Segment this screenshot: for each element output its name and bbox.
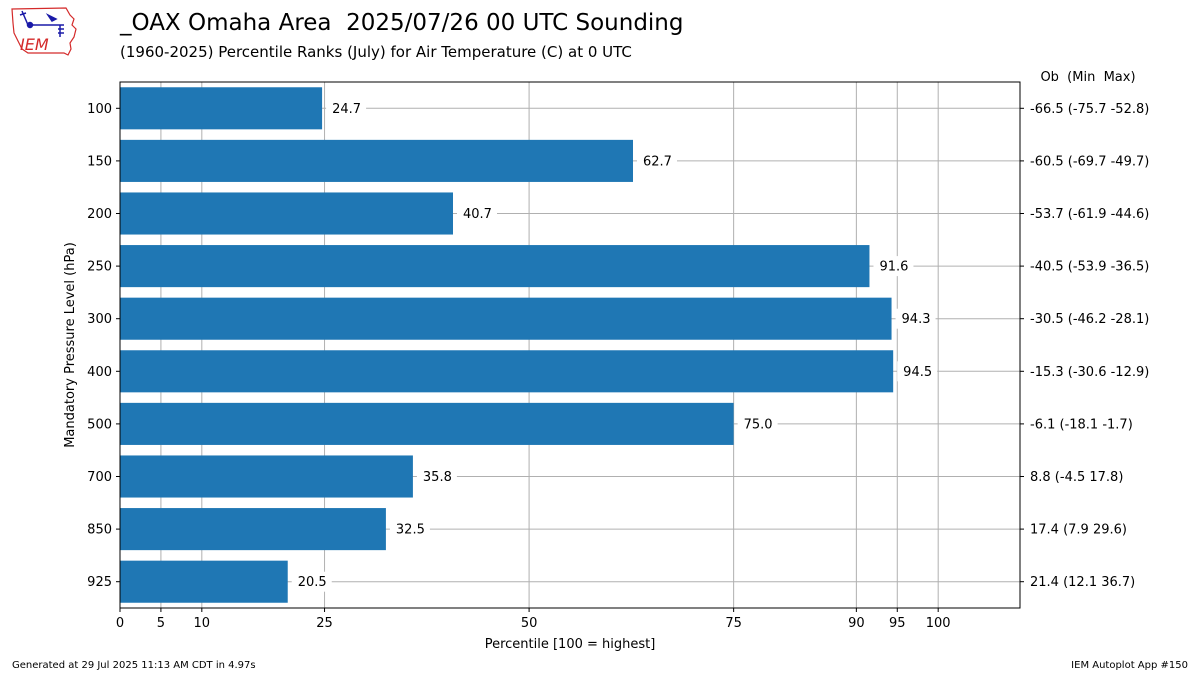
generated-timestamp: Generated at 29 Jul 2025 11:13 AM CDT in… [12, 660, 256, 671]
logo-text: IEM [20, 35, 49, 54]
y-tick-label-200: 200 [87, 207, 112, 222]
x-tick-label-50: 50 [521, 616, 538, 631]
x-axis-label: Percentile [100 = highest] [485, 637, 656, 652]
x-tick-label-0: 0 [116, 616, 124, 631]
data-label-250: 91.6 [879, 260, 908, 275]
iem-logo: IEM [11, 7, 77, 56]
x-tick-label-90: 90 [848, 616, 865, 631]
data-label-300: 94.3 [902, 312, 931, 327]
x-tick-label-100: 100 [926, 616, 951, 631]
plot-frame [119, 81, 1021, 609]
right-axis-labels: -66.5 (-75.7 -52.8) -60.5 (-69.7 -49.7) -5… [1020, 102, 1149, 590]
data-label-400: 94.5 [903, 365, 932, 380]
weather-station-icon [19, 10, 64, 37]
y-tick-label-850: 850 [87, 523, 112, 538]
data-label-box-700 [416, 466, 457, 487]
bar-200 [120, 192, 453, 235]
y-tick-label-700: 700 [87, 470, 112, 485]
x-tick-label-5: 5 [157, 616, 165, 631]
x-tick-label-25: 25 [316, 616, 333, 631]
data-label-box-300 [895, 308, 936, 329]
bar-250 [120, 245, 870, 288]
right-axis-header: Ob (Min Max) [1040, 70, 1135, 85]
bar-925 [120, 560, 288, 603]
chart-title: _OAX Omaha Area 2025/07/26 00 UTC Soundi… [120, 10, 684, 36]
bar-500 [120, 402, 734, 445]
right-label-850: 17.4 (7.9 29.6) [1030, 523, 1127, 538]
data-label-box-200 [457, 203, 497, 224]
x-tick-label-10: 10 [194, 616, 211, 631]
data-label-500: 75.0 [744, 417, 773, 432]
right-label-100: -66.5 (-75.7 -52.8) [1030, 102, 1149, 117]
x-tick-label-95: 95 [889, 616, 906, 631]
right-label-500: -6.1 (-18.1 -1.7) [1030, 417, 1133, 432]
data-label-box-100 [326, 98, 367, 119]
data-label-150: 62.7 [643, 154, 672, 169]
data-label-box-925 [291, 571, 332, 592]
chart-subtitle: (1960-2025) Percentile Ranks (July) for … [120, 43, 632, 61]
bar-150 [120, 139, 633, 182]
bar-850 [120, 508, 386, 551]
data-label-box-400 [897, 361, 938, 382]
bar-400 [120, 350, 894, 393]
data-label-925: 20.5 [298, 575, 327, 590]
y-tick-label-300: 300 [87, 312, 112, 327]
app-id: IEM Autoplot App #150 [1071, 660, 1188, 671]
data-labels: 24.7 62.7 40.7 91.6 94.3 94.5 75.0 35.8 32.5 20.5 [291, 98, 938, 592]
y-tick-label-100: 100 [87, 102, 112, 117]
y-tick-label-925: 925 [87, 575, 112, 590]
y-tick-label-400: 400 [87, 365, 112, 380]
bar-100 [120, 87, 323, 130]
data-label-box-250 [873, 256, 914, 277]
right-label-200: -53.7 (-61.9 -44.6) [1030, 207, 1149, 222]
bars [120, 87, 894, 603]
bar-300 [120, 297, 892, 340]
right-label-150: -60.5 (-69.7 -49.7) [1030, 154, 1149, 169]
data-label-850: 32.5 [396, 523, 425, 538]
data-label-box-500 [737, 413, 778, 434]
right-label-925: 21.4 (12.1 36.7) [1030, 575, 1135, 590]
right-label-300: -30.5 (-46.2 -28.1) [1030, 312, 1149, 327]
y-axis-label: Mandatory Pressure Level (hPa) [63, 242, 78, 448]
data-label-700: 35.8 [423, 470, 452, 485]
iowa-outline-icon [11, 7, 77, 56]
right-label-250: -40.5 (-53.9 -36.5) [1030, 260, 1149, 275]
y-tick-label-150: 150 [87, 154, 112, 169]
x-tick-label-75: 75 [725, 616, 742, 631]
bar-700 [120, 455, 413, 498]
y-tick-label-500: 500 [87, 417, 112, 432]
x-axis: 0 5 10 25 50 75 90 95 100 [116, 608, 951, 631]
data-label-box-150 [637, 150, 677, 171]
right-label-400: -15.3 (-30.6 -12.9) [1030, 365, 1149, 380]
data-label-200: 40.7 [463, 207, 492, 222]
data-label-box-850 [389, 519, 430, 540]
right-label-700: 8.8 (-4.5 17.8) [1030, 470, 1123, 485]
y-axis: 100 150 200 250 300 400 500 700 850 925 [87, 102, 120, 590]
y-tick-label-250: 250 [87, 260, 112, 275]
data-label-100: 24.7 [332, 102, 361, 117]
